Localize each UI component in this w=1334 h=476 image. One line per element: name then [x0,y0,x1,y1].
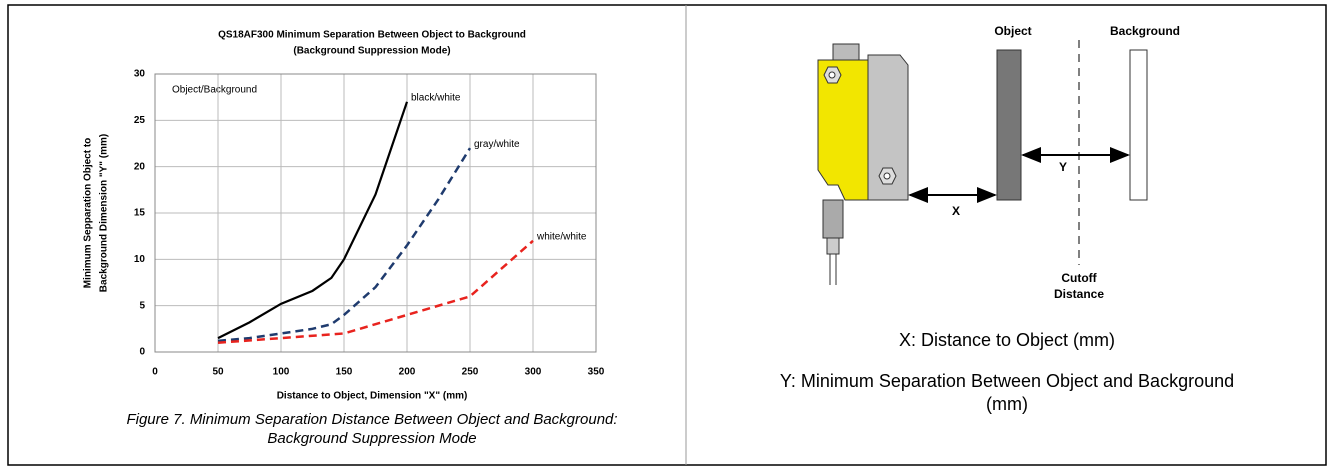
x-tick-label: 250 [462,367,479,378]
x-tick-label: 100 [273,367,290,378]
legend-text: X: Distance to Object (mm) [899,330,1115,350]
y-tick-label: 10 [134,254,146,265]
y-tick-label: 30 [134,69,146,80]
x-axis-label: Distance to Object, Dimension "X" (mm) [277,391,468,402]
y-axis-label: Background Dimension "Y" (mm) [99,134,110,292]
y-tick-label: 20 [134,161,146,172]
y-tick-label: 25 [134,115,146,126]
object [996,49,1022,201]
bolt [883,172,891,180]
diagram: Object Background X Y Cutoff Distance X:… [780,24,1234,414]
y-tick-label: 0 [139,347,145,358]
caption: Figure 7. Minimum Separation Distance Be… [126,411,617,428]
x-label: X [952,204,960,218]
y-tick-label: 15 [134,208,146,219]
x-tick-label: 200 [399,367,416,378]
background-label: Background [1110,24,1180,38]
x-tick-label: 50 [212,367,224,378]
sensor-top [832,43,860,61]
series-label: white/white [536,231,587,242]
y-axis-label: Minimum Sepparation Object to [83,138,94,289]
y-label: Y [1059,160,1067,174]
cutoff-label: Distance [1054,287,1104,301]
series-line [217,101,409,340]
annotation: Object/Background [172,85,257,96]
x-tick-label: 300 [525,367,542,378]
background [1129,49,1148,201]
caption: Background Suppression Mode [267,430,476,447]
bolt [828,71,836,79]
chart-title: QS18AF300 Minimum Separation Between Obj… [218,30,526,41]
y-tick-label: 5 [139,300,145,311]
sensor-body [817,59,869,201]
x-tick-label: 0 [152,367,158,378]
x-tick-label: 150 [336,367,353,378]
frame [7,4,1327,466]
legend-text: Y: Minimum Separation Between Object and… [780,371,1234,391]
series-line [217,147,472,343]
series-label: gray/white [474,139,520,150]
chart-subtitle: (Background Suppression Mode) [293,46,450,57]
cable [826,237,840,255]
sensor-housing [867,54,909,201]
series-line [217,239,534,344]
cutoff-label: Cutoff [1061,271,1097,285]
cable [822,199,844,239]
series-label: black/white [411,92,461,103]
x-tick-label: 350 [588,367,605,378]
chart: QS18AF300 Minimum Separation Between Obj… [83,30,605,402]
plot-frame [154,73,597,353]
object-label: Object [994,24,1031,38]
legend-text: (mm) [986,394,1028,414]
